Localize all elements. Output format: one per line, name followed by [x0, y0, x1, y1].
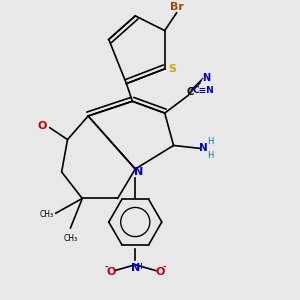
- Text: O: O: [38, 121, 47, 131]
- Text: S: S: [168, 64, 176, 74]
- Text: H: H: [207, 136, 214, 146]
- Text: N: N: [134, 167, 143, 177]
- Text: -: -: [162, 263, 166, 272]
- Text: CH₃: CH₃: [63, 234, 77, 243]
- Text: O: O: [106, 266, 116, 277]
- Text: C: C: [186, 87, 194, 98]
- Text: H: H: [207, 151, 214, 160]
- Text: CH₃: CH₃: [40, 210, 54, 219]
- Text: O: O: [155, 266, 164, 277]
- Text: N: N: [199, 143, 207, 153]
- Text: N: N: [130, 263, 140, 273]
- Text: C≡N: C≡N: [193, 86, 214, 95]
- Text: N: N: [202, 73, 210, 83]
- Text: Br: Br: [169, 2, 183, 12]
- Text: +: +: [137, 262, 144, 271]
- Text: -: -: [105, 263, 108, 272]
